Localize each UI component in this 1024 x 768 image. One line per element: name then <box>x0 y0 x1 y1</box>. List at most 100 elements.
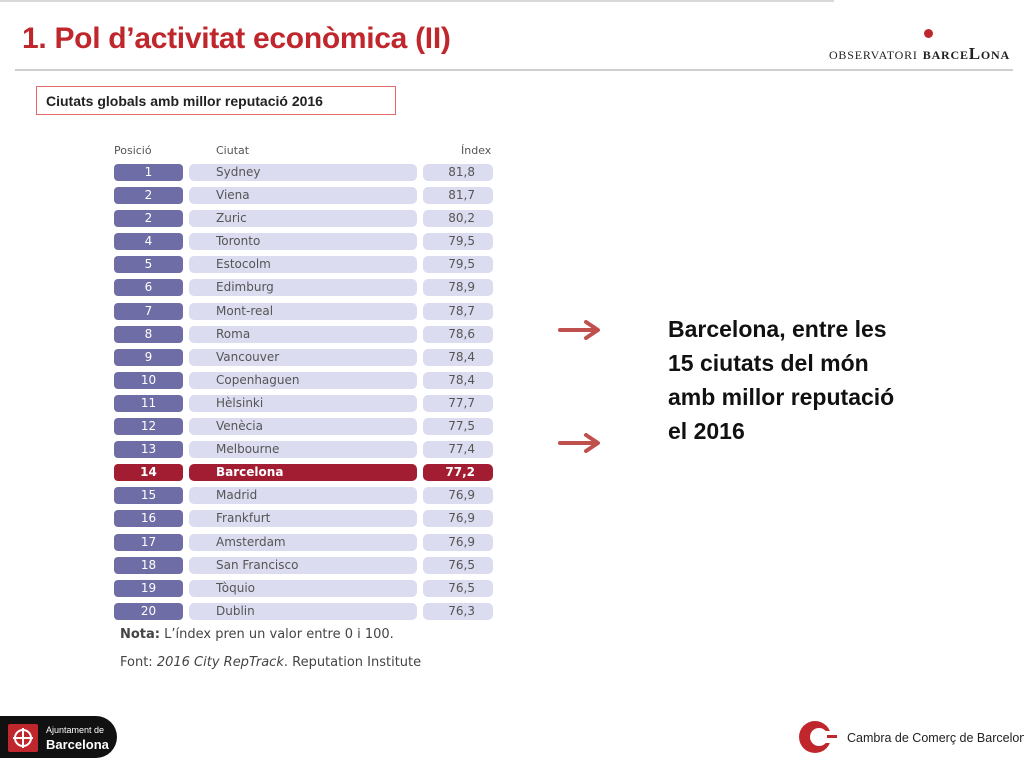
source-label: Font: <box>120 655 157 670</box>
row-position: 11 <box>114 394 183 412</box>
row-index: 78,6 <box>423 325 493 343</box>
row-index: 76,9 <box>423 510 493 528</box>
row-city: Sydney <box>189 164 417 181</box>
row-city: Mont-real <box>189 302 417 320</box>
row-index: 79,5 <box>423 256 493 274</box>
callout-text: Barcelona, entre les 15 ciutats del món … <box>668 316 895 444</box>
table-row: 18 San Francisco 76,5 <box>114 555 494 578</box>
source-rest: . Reputation Institute <box>283 655 422 670</box>
row-index: 78,4 <box>423 371 493 389</box>
cambra-c-icon <box>799 721 841 753</box>
row-index: 81,8 <box>423 164 493 181</box>
observatori-barcelona-logo: observatori barceLona <box>828 29 1010 64</box>
row-position: 5 <box>114 256 183 274</box>
row-index: 78,7 <box>423 302 493 320</box>
logo-dot <box>923 29 933 38</box>
row-city: Toronto <box>189 233 417 251</box>
row-city: San Francisco <box>189 556 417 574</box>
page-title: 1. Pol d’activitat econòmica (II) <box>22 22 451 55</box>
row-city: Dublin <box>189 602 417 620</box>
city-shield-icon <box>8 724 38 752</box>
top-divider <box>0 0 834 2</box>
table-row: 15 Madrid 76,9 <box>114 485 494 508</box>
row-index: 81,7 <box>423 187 493 205</box>
table-row: 7 Mont-real 78,7 <box>114 301 494 324</box>
row-index: 76,9 <box>423 487 493 505</box>
table-row: 19 Tòquio 76,5 <box>114 578 494 601</box>
row-city: Zuric <box>189 210 417 228</box>
row-index: 76,3 <box>423 602 493 620</box>
header-city: Ciutat <box>216 144 250 157</box>
row-position: 2 <box>114 210 183 228</box>
row-city: Melbourne <box>189 441 417 459</box>
row-index: 79,5 <box>423 233 493 251</box>
table-row: 10 Copenhaguen 78,4 <box>114 370 494 393</box>
row-city: Edimburg <box>189 279 417 297</box>
row-index: 76,9 <box>423 533 493 551</box>
table-row: 12 Venècia 77,5 <box>114 416 494 439</box>
row-index: 78,4 <box>423 348 493 366</box>
row-position: 2 <box>114 187 183 205</box>
row-city: Madrid <box>189 487 417 505</box>
table-row: 4 Toronto 79,5 <box>114 231 494 254</box>
table-row: 20 Dublin 76,3 <box>114 601 494 624</box>
row-city: Venècia <box>189 418 417 436</box>
arrow-right-icon <box>558 433 600 453</box>
row-position: 14 <box>114 464 183 482</box>
row-position: 20 <box>114 602 183 620</box>
row-position: 12 <box>114 418 183 436</box>
table-header: Posició Ciutat Índex <box>114 140 494 162</box>
row-position: 1 <box>114 164 183 181</box>
table-subtitle: Ciutats globals amb millor reputació 201… <box>36 86 396 115</box>
logo-word-observatori: observatori <box>828 44 918 63</box>
table-row: 2 Viena 81,7 <box>114 185 494 208</box>
row-city: Hèlsinki <box>189 394 417 412</box>
ajuntament-logo: Ajuntament de Barcelona <box>0 716 117 758</box>
row-city: Frankfurt <box>189 510 417 528</box>
row-position: 6 <box>114 279 183 297</box>
row-index: 78,9 <box>423 279 493 297</box>
title-divider <box>15 69 1013 71</box>
row-position: 17 <box>114 533 183 551</box>
row-position: 10 <box>114 371 183 389</box>
row-city: Amsterdam <box>189 533 417 551</box>
table-source: Font: 2016 City RepTrack. Reputation Ins… <box>120 655 421 670</box>
row-position: 18 <box>114 556 183 574</box>
table-row: 8 Roma 78,6 <box>114 324 494 347</box>
table-row-highlighted: 14 Barcelona 77,2 <box>114 462 494 485</box>
header-index: Índex <box>461 144 492 157</box>
ajuntament-line1: Ajuntament de <box>46 725 105 735</box>
row-index: 77,7 <box>423 394 493 412</box>
row-position: 19 <box>114 579 183 597</box>
row-position: 8 <box>114 325 183 343</box>
row-index: 80,2 <box>423 210 493 228</box>
row-index: 76,5 <box>423 579 493 597</box>
header-position: Posició <box>114 144 152 157</box>
row-city: Barcelona <box>189 464 417 482</box>
ranking-table: Posició Ciutat Índex 1 Sydney 81,8 2 Viena 81… <box>114 140 494 624</box>
table-row: 11 Hèlsinki 77,7 <box>114 393 494 416</box>
row-city: Estocolm <box>189 256 417 274</box>
table-row: 17 Amsterdam 76,9 <box>114 532 494 555</box>
table-body: 1 Sydney 81,8 2 Viena 81,7 2 Zuric 80,2 4 Toronto 7… <box>114 162 494 624</box>
table-row: 16 Frankfurt 76,9 <box>114 508 494 531</box>
row-index: 76,5 <box>423 556 493 574</box>
row-index: 77,2 <box>423 464 493 482</box>
table-note: Nota: L’índex pren un valor entre 0 i 10… <box>120 627 394 642</box>
table-row: 9 Vancouver 78,4 <box>114 347 494 370</box>
table-row: 2 Zuric 80,2 <box>114 208 494 231</box>
table-row: 5 Estocolm 79,5 <box>114 254 494 277</box>
arrow-right-icon <box>558 320 600 340</box>
table-row: 1 Sydney 81,8 <box>114 162 494 185</box>
ajuntament-line2: Barcelona <box>46 737 109 752</box>
row-city: Vancouver <box>189 348 417 366</box>
row-city: Roma <box>189 325 417 343</box>
table-row: 13 Melbourne 77,4 <box>114 439 494 462</box>
note-label: Nota: <box>120 627 160 642</box>
note-text: L’índex pren un valor entre 0 i 100. <box>160 627 394 642</box>
row-city: Tòquio <box>189 579 417 597</box>
row-city: Copenhaguen <box>189 371 417 389</box>
row-position: 16 <box>114 510 183 528</box>
row-position: 4 <box>114 233 183 251</box>
logo-word-barcelona: barceLona <box>922 44 1010 63</box>
